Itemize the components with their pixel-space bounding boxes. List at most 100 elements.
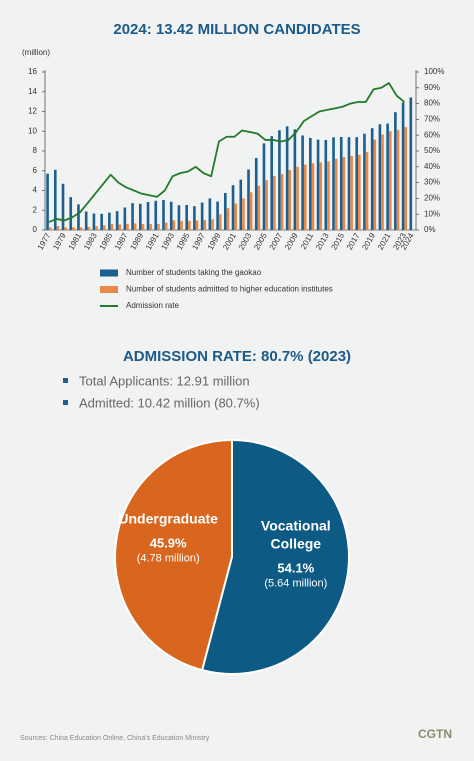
y2-tick-label: 10% [424, 209, 440, 218]
bar [200, 202, 204, 230]
bar [87, 226, 91, 230]
bar [327, 161, 330, 230]
y-tick-label: 8 [33, 146, 38, 155]
bar [226, 208, 230, 230]
x-tick-label: 2003 [237, 231, 254, 251]
bar [133, 223, 137, 230]
bar [164, 222, 168, 230]
bar [386, 123, 389, 230]
bar [46, 173, 49, 230]
bar [110, 223, 114, 230]
bar [332, 137, 335, 230]
y2-tick-label: 50% [424, 146, 440, 155]
y2-tick-label: 80% [424, 99, 440, 108]
legend-label: Number of students taking the gaokao [126, 268, 262, 277]
bar [358, 154, 361, 230]
x-tick-label: 2009 [283, 231, 300, 251]
sources: Sources: China Education Online, China's… [20, 735, 210, 742]
x-tick-label: 1989 [128, 231, 145, 251]
legend-label: Admission rate [126, 301, 179, 310]
summary-item: Admitted: 10.42 million (80.7%) [79, 395, 260, 410]
y-tick-label: 12 [28, 107, 37, 116]
pie-value-label: 54.1% [277, 560, 315, 576]
y2-tick-label: 70% [424, 115, 440, 124]
bar [347, 137, 351, 230]
x-tick-label: 1985 [98, 231, 115, 251]
bar [280, 174, 284, 230]
bar [396, 129, 400, 230]
y-tick-label: 16 [28, 67, 37, 76]
bar [401, 102, 405, 230]
bar [193, 206, 196, 230]
bar [394, 112, 397, 230]
bar [301, 135, 304, 230]
bar [108, 212, 111, 230]
bar [203, 220, 207, 230]
x-tick-label: 2015 [329, 231, 346, 251]
bar [157, 223, 160, 230]
bar [172, 220, 176, 230]
bar [234, 203, 237, 230]
pie-category: Undergraduate [118, 510, 218, 527]
y-axis-label: (million) [22, 48, 50, 57]
y-tick-label: 10 [28, 126, 37, 135]
x-tick-label: 1997 [190, 231, 207, 251]
bar [162, 200, 165, 230]
bar [77, 204, 80, 230]
bar [146, 202, 150, 230]
bullet [63, 400, 68, 405]
bar [126, 223, 129, 230]
x-tick-label: 2021 [376, 231, 393, 251]
bar [92, 213, 96, 230]
pie-label: Vocational College 54.1% (5.64 million) [246, 517, 346, 590]
bar [381, 134, 384, 230]
bar [254, 158, 258, 230]
bar [115, 211, 119, 230]
bar [278, 130, 281, 230]
bar [79, 227, 83, 230]
bar [131, 203, 134, 230]
bullet [63, 378, 68, 383]
y-tick-label: 4 [33, 186, 38, 195]
bar [123, 207, 127, 230]
chart-title: 2024: 13.42 MILLION CANDIDATES [113, 21, 360, 38]
legend-swatch [100, 286, 118, 293]
x-tick-label: 2005 [252, 231, 269, 251]
bar [388, 131, 392, 230]
bar [56, 226, 60, 230]
bar [84, 211, 88, 230]
x-tick-label: 1995 [175, 231, 192, 251]
bar [249, 192, 253, 230]
y2-tick-label: 20% [424, 194, 440, 203]
bar [185, 205, 188, 230]
summary-item: Total Applicants: 12.91 million [79, 373, 250, 388]
bar [334, 158, 338, 230]
x-tick-label: 1993 [159, 231, 176, 251]
x-tick-label: 2007 [268, 231, 285, 251]
bar [378, 124, 382, 230]
x-tick-label: 1981 [67, 231, 84, 251]
bar [118, 224, 122, 230]
bar [218, 214, 222, 230]
y2-tick-label: 40% [424, 162, 440, 171]
y2-tick-label: 30% [424, 178, 440, 187]
bar [53, 169, 57, 230]
bar [141, 224, 145, 230]
bar [95, 226, 98, 230]
bar [242, 198, 245, 230]
bar [311, 163, 315, 230]
bar [102, 225, 106, 230]
pie-slice [114, 438, 233, 672]
bar [262, 143, 266, 230]
x-tick-label: 2001 [221, 231, 238, 251]
bar [324, 139, 328, 230]
x-tick-label: 1991 [144, 231, 161, 251]
y2-tick-label: 60% [424, 130, 440, 139]
bar [247, 169, 250, 230]
x-tick-label: 2019 [360, 231, 377, 251]
bar [363, 133, 366, 230]
pie-detail: (4.78 million) [136, 552, 200, 565]
pie-detail: (5.64 million) [264, 577, 328, 590]
